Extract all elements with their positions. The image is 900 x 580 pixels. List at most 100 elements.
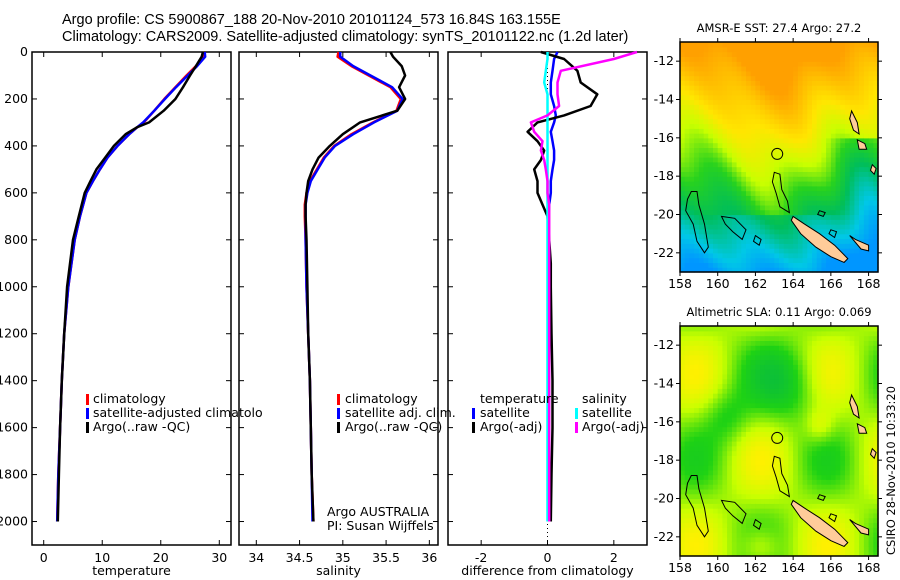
- y-tick-label: 200: [4, 91, 28, 106]
- legend-title-salinity: salinity: [582, 391, 627, 406]
- legend-swatch-argo: [86, 422, 89, 433]
- x-tick-label: 34: [248, 550, 264, 565]
- legend-label-satellite: satellite adj. clim.: [345, 405, 456, 420]
- series-line-argo-raw-qc: [304, 51, 407, 522]
- y-tick-label: 1800: [0, 467, 28, 482]
- x-tick-label: 35.5: [372, 550, 400, 565]
- y-tick-label: -20: [654, 207, 674, 222]
- credit-line-1: Argo AUSTRALIA: [327, 504, 430, 519]
- x-tick-label: 166: [819, 276, 843, 291]
- series-line-temperature-argo-adj: [526, 50, 599, 522]
- vanuatu-land: [856, 138, 868, 150]
- y-tick-label: 400: [4, 138, 28, 153]
- vanuatu-land: [849, 109, 860, 136]
- y-tick-label: -12: [654, 337, 674, 352]
- reef-contour: [752, 234, 762, 246]
- legend-label-argo: Argo(..raw -QC): [93, 419, 190, 434]
- series-line-salinity-argo-adj: [529, 50, 638, 522]
- reef-contour: [817, 210, 826, 218]
- x-tick-label: 35: [335, 550, 351, 565]
- x-axis-label: temperature: [92, 563, 171, 578]
- series-line-salinity-satellite: [542, 52, 549, 522]
- x-tick-label: 158: [668, 276, 692, 291]
- x-tick-label: 0: [40, 550, 48, 565]
- reef-contour: [771, 455, 791, 498]
- legend-swatch-climatology: [337, 394, 340, 405]
- sst-field: [680, 42, 879, 273]
- y-tick-label: -14: [654, 376, 674, 391]
- new-caledonia-land: [790, 499, 849, 547]
- new-caledonia-land: [790, 215, 849, 263]
- y-tick-label: 0: [20, 44, 28, 59]
- reef-contour: [771, 171, 791, 214]
- sla-map-panel: 158 160 162 164 166 168 -12 -14 -16 -18 -20 -22: [654, 322, 882, 575]
- vanuatu-land: [849, 519, 870, 536]
- temperature-legend: climatology satellite-adjusted climatolo…: [86, 391, 263, 434]
- y-tick-label: -22: [654, 529, 674, 544]
- vanuatu-land: [869, 447, 877, 460]
- legend-label-temp-satellite: satellite: [480, 405, 530, 420]
- x-axis-label: salinity: [316, 563, 361, 578]
- y-tick-label: -16: [654, 130, 674, 145]
- x-tick-label: 168: [857, 560, 881, 575]
- salinity-panel: 34 34.5 35 35.5 36 salinity: [238, 51, 439, 578]
- x-tick-label: 164: [781, 560, 805, 575]
- legend-swatch-sal-satellite: [575, 408, 578, 419]
- x-tick-label: 2: [610, 550, 618, 565]
- y-tick-label: 1200: [0, 326, 28, 341]
- x-tick-label: 168: [857, 276, 881, 291]
- x-tick-label: 162: [743, 276, 767, 291]
- legend-label-sal-satellite: satellite: [582, 405, 632, 420]
- salinity-legend: climatology satellite adj. clim. Argo(..…: [337, 391, 456, 434]
- sst-map-title: AMSR-E SST: 27.4 Argo: 27.2: [697, 21, 862, 35]
- y-tick-label: -22: [654, 245, 674, 260]
- reef-contour: [828, 229, 838, 239]
- reef-contour: [685, 191, 709, 254]
- series-line-argo-raw-qc: [56, 51, 205, 522]
- legend-swatch-satellite: [337, 408, 340, 419]
- x-axis-label: difference from climatology: [461, 563, 634, 578]
- legend-swatch-climatology: [86, 394, 89, 405]
- reef-contour: [752, 518, 762, 530]
- credit-line-2: PI: Susan Wijffels: [327, 518, 434, 533]
- sla-map-title: Altimetric SLA: 0.11 Argo: 0.069: [686, 305, 871, 319]
- x-tick-label: 166: [819, 560, 843, 575]
- legend-label-temp-argo: Argo(-adj): [480, 419, 542, 434]
- reef-contour: [817, 494, 826, 502]
- y-tick-label: 800: [4, 232, 28, 247]
- x-tick-label: -2: [475, 550, 487, 565]
- x-tick-label: 34.5: [286, 550, 314, 565]
- x-tick-label: 30: [211, 550, 227, 565]
- vanuatu-land: [849, 393, 860, 420]
- temperature-panel: 0 10 20 30 temperature 0 200 400 600 800 1000 1200 1…: [0, 44, 232, 578]
- vanuatu-land: [849, 235, 870, 252]
- legend-swatch-temp-satellite: [472, 408, 475, 419]
- legend-swatch-sal-argo: [575, 422, 578, 433]
- x-tick-label: 160: [706, 276, 730, 291]
- reef-contour: [720, 499, 747, 525]
- timestamp-stamp: CSIRO 28-Nov-2010 10:33:20: [884, 386, 898, 555]
- x-tick-label: 160: [706, 560, 730, 575]
- title-line-1: Argo profile: CS 5900867_188 20-Nov-2010…: [62, 12, 561, 28]
- map-frame: [679, 325, 879, 557]
- title-line-2: Climatology: CARS2009. Satellite-adjuste…: [62, 29, 629, 45]
- legend-label-satellite: satellite-adjusted climatolo: [93, 405, 263, 420]
- vanuatu-land: [869, 163, 877, 176]
- legend-label-sal-argo: Argo(-adj): [582, 419, 644, 434]
- y-tick-label: -12: [654, 53, 674, 68]
- legend-label-climatology: climatology: [345, 391, 418, 406]
- map-frame: [679, 41, 879, 273]
- argo-float-marker: [771, 147, 784, 160]
- vanuatu-land: [856, 422, 868, 434]
- y-tick-label: 1600: [0, 420, 28, 435]
- y-tick-label: 600: [4, 185, 28, 200]
- legend-swatch-temp-argo: [472, 422, 475, 433]
- x-tick-label: 164: [781, 276, 805, 291]
- y-tick-label: -20: [654, 491, 674, 506]
- plot-frame: [31, 51, 232, 546]
- reef-contour: [720, 215, 747, 241]
- y-tick-label: -16: [654, 414, 674, 429]
- sst-map-panel: 158 160 162 164 166 168 -12 -14 -16 -18 -20 -22: [654, 38, 882, 291]
